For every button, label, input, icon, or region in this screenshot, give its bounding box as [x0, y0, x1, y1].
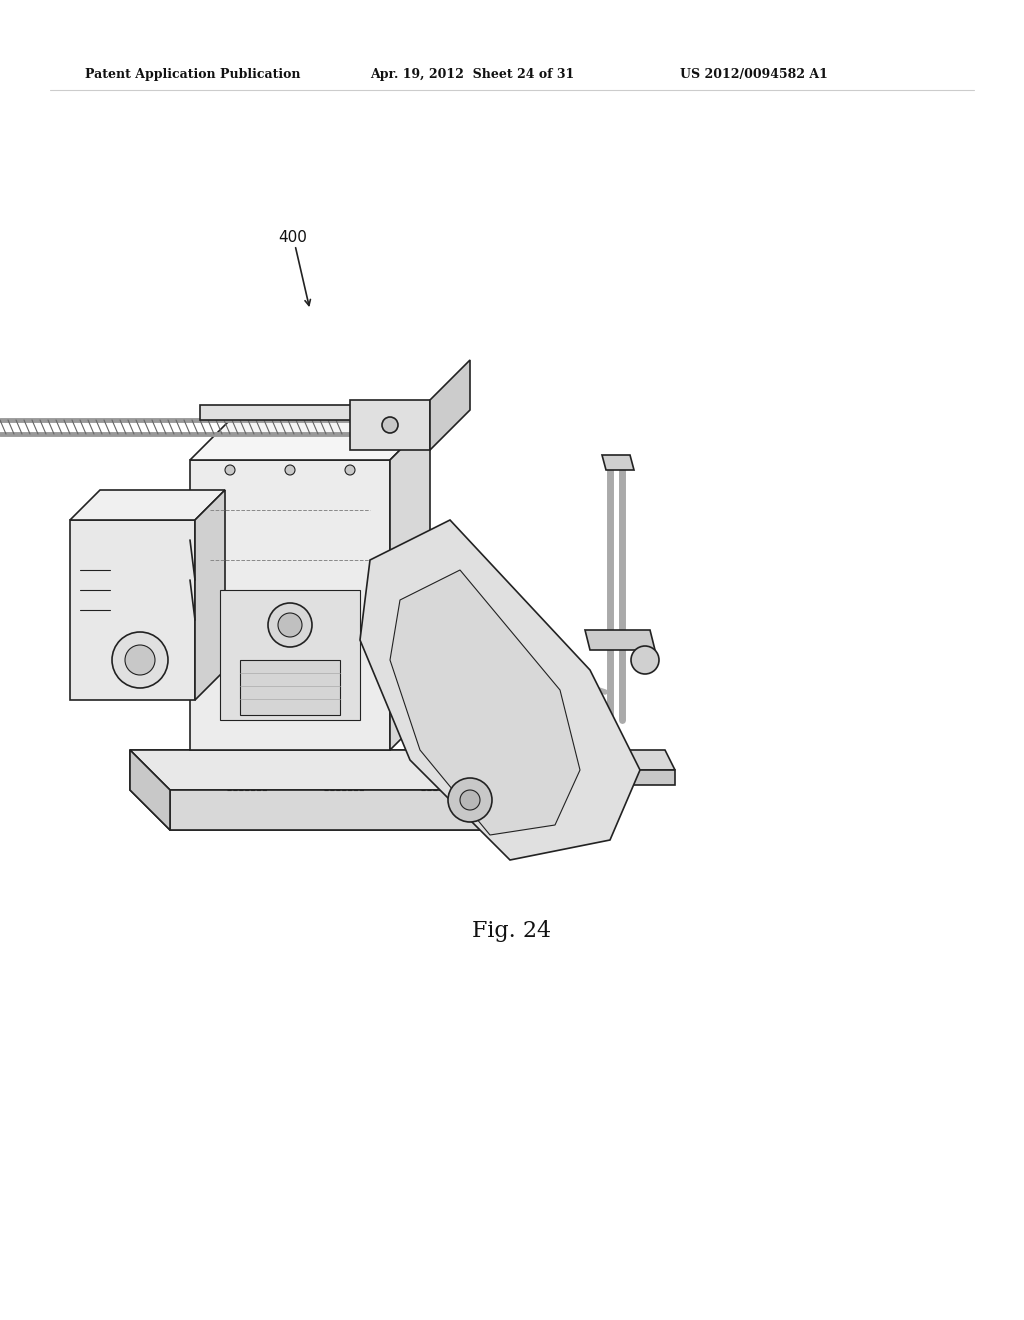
Circle shape [278, 612, 302, 638]
Circle shape [225, 465, 234, 475]
Polygon shape [130, 750, 560, 789]
Circle shape [125, 645, 155, 675]
Polygon shape [602, 455, 634, 470]
Polygon shape [190, 459, 390, 750]
Polygon shape [360, 520, 640, 861]
Circle shape [345, 465, 355, 475]
Circle shape [285, 465, 295, 475]
Polygon shape [220, 590, 360, 719]
Circle shape [631, 645, 659, 675]
Circle shape [112, 632, 168, 688]
Circle shape [268, 603, 312, 647]
Polygon shape [195, 490, 225, 700]
Polygon shape [430, 360, 470, 450]
Polygon shape [170, 789, 560, 830]
Text: Apr. 19, 2012  Sheet 24 of 31: Apr. 19, 2012 Sheet 24 of 31 [370, 69, 574, 81]
Circle shape [382, 417, 398, 433]
Polygon shape [350, 400, 430, 450]
Circle shape [449, 777, 492, 822]
Text: 400: 400 [278, 230, 307, 246]
Text: Fig. 24: Fig. 24 [472, 920, 552, 942]
Text: US 2012/0094582 A1: US 2012/0094582 A1 [680, 69, 827, 81]
Polygon shape [240, 660, 340, 715]
Polygon shape [130, 750, 170, 830]
Polygon shape [200, 405, 430, 420]
Text: Patent Application Publication: Patent Application Publication [85, 69, 300, 81]
Polygon shape [590, 770, 675, 785]
Polygon shape [130, 750, 560, 830]
Polygon shape [190, 420, 430, 459]
Polygon shape [70, 520, 195, 700]
Polygon shape [390, 570, 580, 836]
Polygon shape [70, 490, 225, 520]
Circle shape [460, 789, 480, 810]
Polygon shape [580, 750, 675, 770]
Polygon shape [585, 630, 655, 649]
Polygon shape [390, 420, 430, 750]
